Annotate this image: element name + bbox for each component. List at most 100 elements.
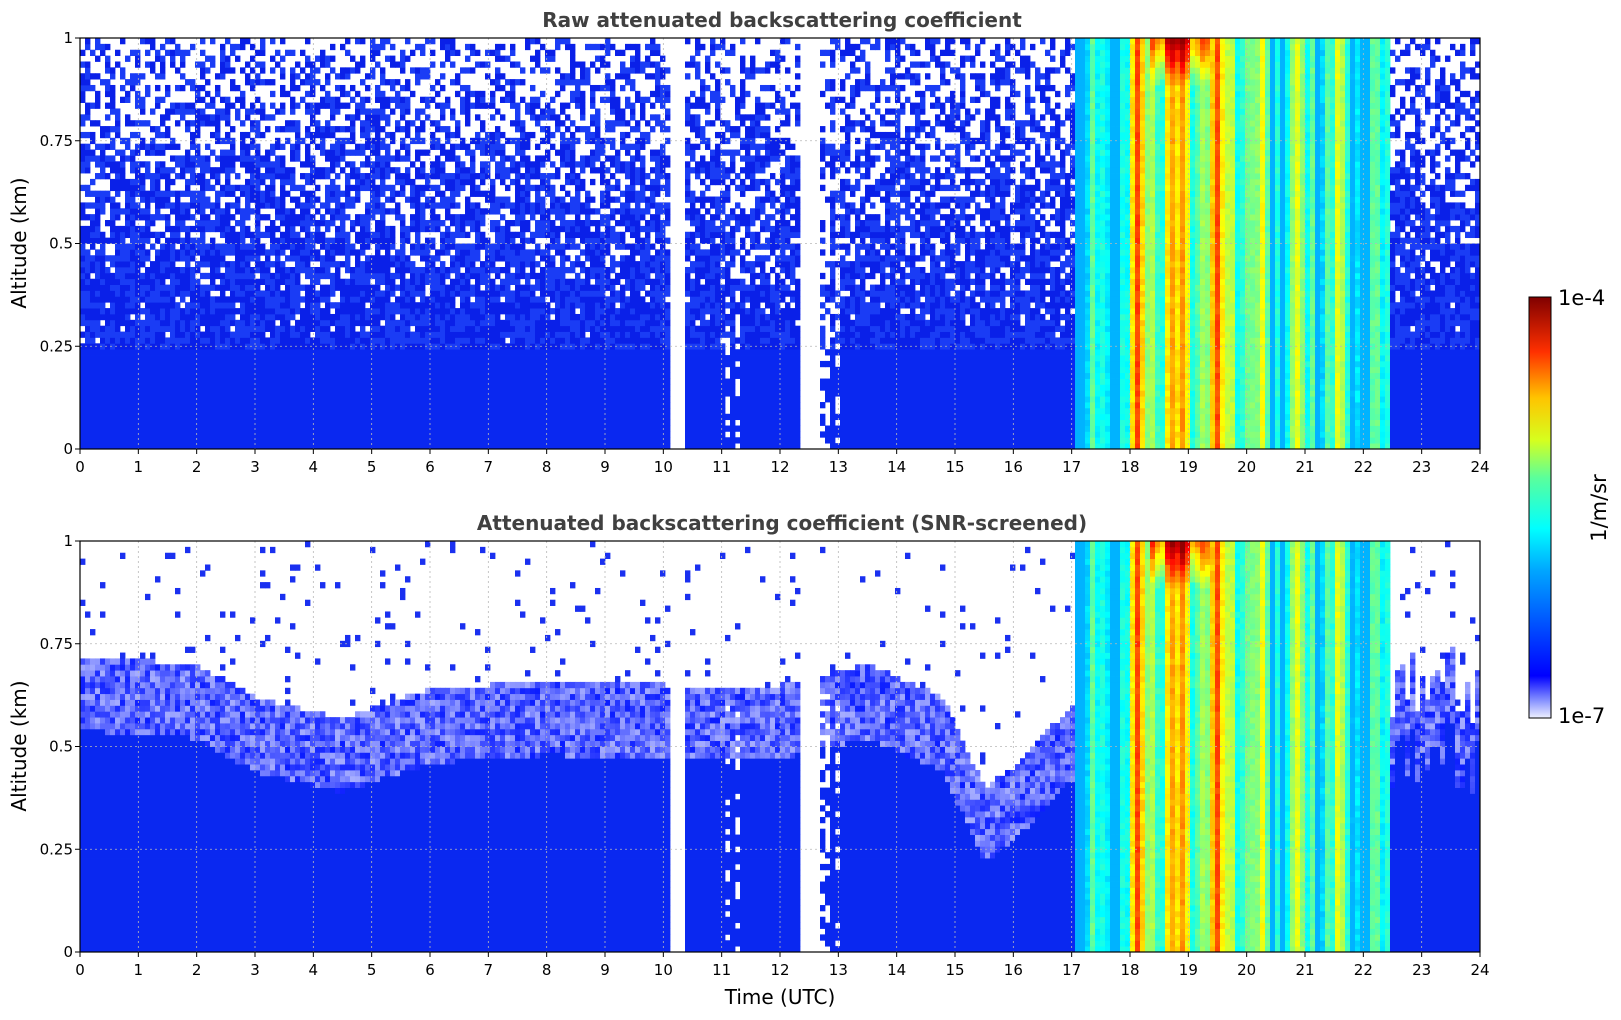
heatmap-cell [100,238,105,244]
heatmap-cell [155,314,160,320]
heatmap-cell [195,373,200,379]
heatmap-cell [140,226,145,232]
heatmap-cell [100,232,105,238]
heatmap-cell [110,103,115,109]
heatmap-cell [85,326,90,332]
heatmap-cell [170,226,175,232]
heatmap-cell [85,226,90,232]
heatmap-cell [125,431,130,437]
heatmap-cell [120,402,125,408]
heatmap-cell [85,396,90,402]
heatmap-cell [120,73,125,79]
heatmap-cell [185,79,190,85]
heatmap-cell [160,320,165,326]
heatmap-cell [80,308,85,314]
heatmap-cell [180,191,185,197]
heatmap-cell [130,79,135,85]
heatmap-cell [175,103,180,109]
heatmap-cell [110,431,115,437]
heatmap-cell [130,155,135,161]
heatmap-cell [90,302,95,308]
heatmap-cell [180,373,185,379]
heatmap-cell [110,367,115,373]
heatmap-cell [130,120,135,126]
heatmap-cell [80,208,85,214]
heatmap-cell [90,355,95,361]
heatmap-cell [195,396,200,402]
heatmap-cell [190,420,195,426]
heatmap-cell [95,208,100,214]
heatmap-cell [80,161,85,167]
heatmap-cell [175,326,180,332]
heatmap-cell [185,261,190,267]
heatmap-cell [150,402,155,408]
heatmap-cell [185,302,190,308]
heatmap-cell [95,202,100,208]
heatmap-cell [160,132,165,138]
heatmap-cell [185,273,190,279]
heatmap-cell [185,185,190,191]
heatmap-cell [120,232,125,238]
heatmap-cell [115,437,120,443]
heatmap-cell [155,402,160,408]
heatmap-cell [125,308,130,314]
heatmap-cell [145,38,150,44]
heatmap-cell [170,296,175,302]
heatmap-cell [160,437,165,443]
heatmap-cell [135,50,140,56]
heatmap-cell [140,214,145,220]
heatmap-cell [155,408,160,414]
heatmap-cell [140,185,145,191]
heatmap-cell [145,426,150,432]
heatmap-cell [115,261,120,267]
heatmap-cell [125,373,130,379]
heatmap-cell [130,302,135,308]
heatmap-cell [170,373,175,379]
heatmap-cell [180,50,185,56]
heatmap-cell [135,332,140,338]
heatmap-cell [120,85,125,91]
heatmap-cell [100,285,105,291]
heatmap-cell [140,285,145,291]
heatmap-cell [165,355,170,361]
heatmap-cell [130,244,135,250]
heatmap-cell [190,120,195,126]
heatmap-cell [125,79,130,85]
heatmap-cell [180,332,185,338]
heatmap-cell [100,255,105,261]
heatmap-cell [145,379,150,385]
heatmap-cell [115,120,120,126]
heatmap-cell [80,390,85,396]
heatmap-cell [120,390,125,396]
heatmap-cell [125,279,130,285]
heatmap-cell [95,155,100,161]
heatmap-cell [80,255,85,261]
heatmap-cell [145,314,150,320]
heatmap-cell [105,320,110,326]
heatmap-cell [170,314,175,320]
heatmap-cell [190,226,195,232]
heatmap-cell [180,56,185,62]
heatmap-cell [145,120,150,126]
heatmap-cell [120,67,125,73]
heatmap-cell [95,279,100,285]
heatmap-cell [100,173,105,179]
heatmap-cell [115,208,120,214]
heatmap-cell [170,273,175,279]
heatmap-cell [95,320,100,326]
heatmap-cell [145,431,150,437]
heatmap-cell [120,373,125,379]
heatmap-cell [150,308,155,314]
heatmap-cell [195,384,200,390]
heatmap-cell [110,85,115,91]
heatmap-cell [170,279,175,285]
heatmap-cell [145,91,150,97]
heatmap-cell [145,396,150,402]
heatmap-cell [160,367,165,373]
heatmap-cell [115,302,120,308]
heatmap-cell [115,214,120,220]
heatmap-cell [165,214,170,220]
heatmap-cell [170,379,175,385]
heatmap-cell [130,179,135,185]
heatmap-cell [90,232,95,238]
